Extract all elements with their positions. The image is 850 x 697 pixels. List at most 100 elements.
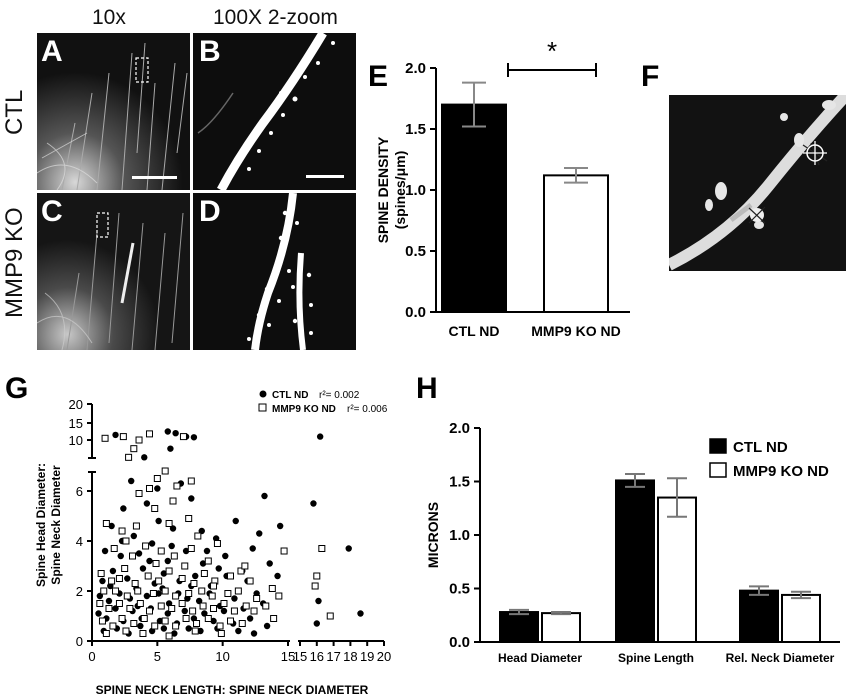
spine-morphology-bar-chart: 0.0 0.5 1.0 1.5 2.0 Head Diameter Spine Length… [425, 420, 840, 665]
e-y-axis-label: SPINE DENSITY [375, 136, 391, 243]
g-point-ctl [146, 557, 153, 565]
g-point-ctl [215, 565, 222, 572]
g-point-mmp9ko [230, 607, 238, 615]
panel-label-c: C [41, 195, 63, 228]
g-point-ctl [160, 625, 168, 632]
g-point-mmp9ko [131, 580, 139, 587]
e-significance-star: * [547, 36, 557, 66]
g-point-ctl [172, 430, 179, 437]
g-point-ctl [128, 477, 135, 485]
g-point-mmp9ko [208, 592, 216, 600]
g-point-mmp9ko [105, 605, 113, 612]
g-point-mmp9ko [213, 540, 221, 547]
g-point-ctl [164, 557, 171, 565]
g-y-tick-label: 2 [76, 584, 83, 599]
g-point-mmp9ko [204, 557, 212, 565]
h-y-tick-label: 0.5 [449, 581, 470, 598]
h-y-axis-label: MICRONS [425, 502, 441, 568]
g-point-ctl [143, 500, 151, 507]
g-point-mmp9ko [234, 587, 242, 595]
g-point-mmp9ko [161, 467, 169, 475]
e-category-label: MMP9 KO ND [531, 323, 620, 339]
g-point-mmp9ko [191, 627, 199, 635]
panel-label-f: F [641, 60, 660, 93]
e-bar [441, 103, 507, 313]
g-point-ctl [263, 622, 271, 630]
g-point-ctl [167, 445, 174, 452]
g-point-ctl [141, 454, 148, 461]
h-legend-label-mmp9ko: MMP9 KO ND [733, 463, 829, 480]
h-legend-label-ctl: CTL ND [733, 439, 788, 456]
g-point-ctl [124, 575, 131, 582]
g-point-mmp9ko [152, 560, 160, 567]
g-point-ctl [276, 522, 284, 530]
g-point-ctl [246, 615, 254, 622]
g-point-mmp9ko [185, 590, 193, 597]
g-point-mmp9ko [262, 602, 270, 610]
g-point-ctl [266, 560, 273, 567]
panel-label-d: D [199, 195, 221, 228]
g-point-ctl [101, 547, 109, 555]
g-point-mmp9ko [136, 600, 144, 607]
g-point-mmp9ko [157, 547, 165, 555]
g-point-mmp9ko [125, 453, 133, 461]
spine-density-bar-chart: 0.0 0.5 1.0 1.5 2.0 CTL ND MMP9 KO ND * SPINE DE… [375, 36, 630, 339]
g-point-ctl [210, 617, 217, 625]
g-legend-marker-ctl [259, 390, 267, 398]
h-bar [781, 593, 821, 643]
g-point-mmp9ko [102, 520, 110, 527]
g-point-mmp9ko [122, 627, 130, 635]
g-point-mmp9ko [199, 602, 207, 610]
micrograph-panel-f [669, 95, 846, 271]
g-point-mmp9ko [118, 615, 126, 622]
h-bar [541, 612, 581, 643]
g-y-tick-label: 6 [76, 484, 83, 499]
g-point-ctl [171, 630, 178, 637]
g-point-mmp9ko [172, 592, 180, 600]
g-point-mmp9ko [220, 600, 228, 607]
g-point-ctl [315, 597, 322, 605]
g-point-mmp9ko [268, 585, 276, 592]
g-y-tick-label: 0 [76, 634, 83, 649]
g-point-mmp9ko [227, 572, 235, 580]
g-point-mmp9ko [145, 607, 153, 615]
micrograph-d-image [247, 193, 313, 350]
g-y-tick-label: 20 [69, 397, 83, 412]
g-point-mmp9ko [313, 572, 321, 580]
g-y-tick-label: 4 [76, 534, 83, 549]
g-point-ctl [181, 607, 188, 615]
panel-label-g: G [5, 372, 29, 405]
g-point-ctl [112, 431, 119, 439]
g-legend-label-ctl: CTL ND [272, 390, 308, 401]
g-point-ctl [143, 592, 151, 600]
g-point-mmp9ko [190, 580, 198, 587]
g-y-axis-label-group: Spine Head Diameter: Spine Neck Diameter [34, 463, 63, 587]
e-y-tick-label: 0.0 [405, 304, 426, 321]
h-y-tick-label: 2.0 [449, 420, 470, 437]
g-point-ctl [182, 547, 190, 555]
g-point-mmp9ko [101, 434, 109, 442]
g-point-ctl [232, 517, 239, 525]
g-point-mmp9ko [326, 612, 334, 620]
g-point-ctl [130, 532, 138, 540]
g-point-mmp9ko [241, 562, 249, 570]
g-x-axis-label: SPINE NECK LENGTH: SPINE NECK DIAMETER [96, 683, 369, 697]
g-point-ctl [156, 617, 164, 625]
h-y-tick-label: 0.0 [449, 634, 470, 651]
g-point-mmp9ko [145, 485, 153, 492]
g-point-mmp9ko [130, 620, 138, 627]
g-point-ctl [197, 627, 204, 635]
g-point-mmp9ko [181, 562, 189, 570]
g-point-mmp9ko [224, 590, 232, 597]
g-point-mmp9ko [112, 587, 120, 595]
g-point-ctl [95, 610, 102, 617]
g-point-mmp9ko [227, 617, 235, 625]
g-x-tick-label: 0 [88, 649, 95, 664]
e-y-tick-label: 1.0 [405, 182, 426, 199]
g-point-ctl [155, 517, 162, 525]
micrograph-panel-a: A [37, 33, 190, 190]
g-x-tick-label: 16 [310, 649, 324, 664]
g-point-mmp9ko [210, 582, 218, 590]
g-x-tick-label: 20 [377, 649, 391, 664]
g-point-mmp9ko [157, 602, 165, 610]
